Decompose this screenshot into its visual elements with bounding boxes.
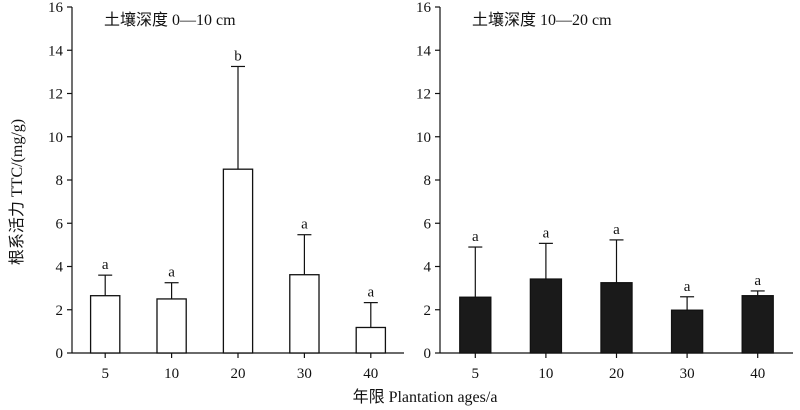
y-tick-label: 14: [48, 43, 64, 59]
y-tick-label: 10: [48, 130, 63, 146]
bar: [459, 296, 492, 354]
x-tick-label: 5: [472, 366, 480, 382]
y-tick-label: 14: [416, 43, 432, 59]
bar: [355, 326, 387, 354]
significance-label: a: [684, 279, 691, 295]
y-tick-label: 4: [424, 260, 432, 276]
bar: [222, 168, 254, 354]
x-tick-label: 40: [750, 366, 765, 382]
chart-panel-1: 0 2 4 6 8 10 12 14 16 土壤深度 0—10 cm a 5 a 10 b 20 a 30 a 40: [48, 0, 404, 382]
bar: [670, 309, 704, 354]
significance-label: a: [613, 222, 620, 238]
significance-label: a: [367, 285, 374, 301]
bar: [289, 274, 320, 354]
y-tick-label: 16: [416, 0, 432, 16]
x-tick-label: 30: [297, 366, 312, 382]
bar: [600, 282, 633, 354]
y-axis-title: 根系活力 TTC/(mg/g): [8, 119, 26, 265]
bar: [741, 295, 774, 354]
significance-label: a: [301, 217, 308, 233]
x-tick-label: 5: [101, 366, 109, 382]
y-tick-label: 8: [424, 173, 432, 189]
significance-label: a: [543, 225, 550, 241]
significance-label: a: [102, 257, 109, 273]
x-tick-label: 10: [164, 366, 179, 382]
y-tick-label: 0: [424, 346, 432, 362]
y-tick-label: 4: [56, 260, 64, 276]
y-tick-label: 10: [416, 130, 431, 146]
panel-title: 土壤深度 10—20 cm: [472, 10, 612, 29]
significance-label: b: [234, 48, 242, 64]
bar: [156, 298, 187, 354]
y-tick-label: 6: [56, 216, 64, 232]
x-tick-label: 20: [609, 366, 624, 382]
x-axis-title: 年限 Plantation ages/a: [353, 388, 498, 406]
x-tick-label: 40: [363, 366, 378, 382]
y-tick-label: 2: [424, 303, 432, 319]
y-tick-label: 0: [56, 346, 64, 362]
bar: [529, 278, 563, 354]
y-tick-label: 12: [416, 87, 431, 103]
significance-label: a: [472, 229, 479, 245]
x-tick-label: 10: [538, 366, 553, 382]
bar: [89, 295, 121, 354]
y-tick-label: 16: [48, 0, 64, 16]
chart-panel-2: 0 2 4 6 8 10 12 14 16 土壤深度 10—20 cm a 5 a 10 a 20 a 30 a 40: [416, 0, 793, 382]
y-tick-label: 2: [56, 303, 64, 319]
y-tick-label: 12: [48, 87, 63, 103]
x-tick-label: 30: [680, 366, 695, 382]
y-tick-label: 6: [424, 216, 432, 232]
significance-label: a: [754, 273, 761, 289]
y-tick-label: 8: [56, 173, 64, 189]
panel-title: 土壤深度 0—10 cm: [104, 10, 236, 29]
x-tick-label: 20: [231, 366, 246, 382]
significance-label: a: [168, 265, 175, 281]
